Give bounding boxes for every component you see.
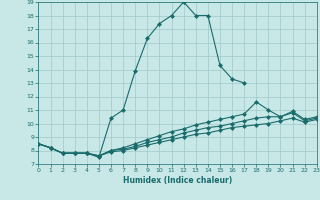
X-axis label: Humidex (Indice chaleur): Humidex (Indice chaleur)	[123, 176, 232, 185]
